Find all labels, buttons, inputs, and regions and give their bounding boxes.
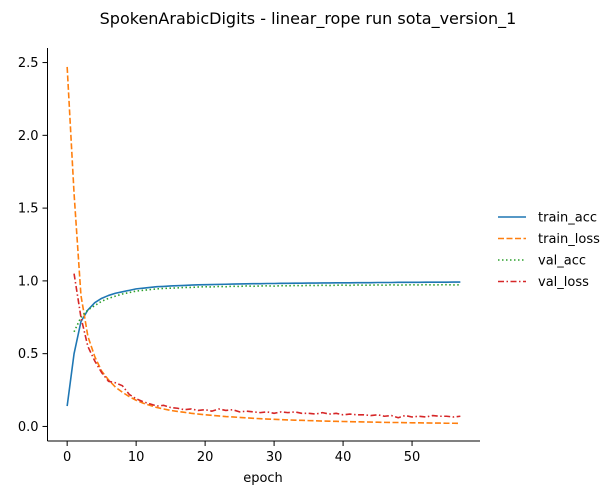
legend-label: train_acc	[538, 211, 597, 226]
series-line-val-acc	[73, 283, 461, 333]
y-tick-label: 0.0	[18, 420, 39, 435]
y-tick-label: 1.5	[18, 202, 39, 217]
legend-label: val_loss	[538, 275, 589, 290]
series-line-train-loss	[66, 66, 461, 425]
x-tick-label: 20	[197, 450, 214, 465]
x-tick-label: 40	[335, 450, 352, 465]
y-axis-ticks: 0.0 0.5 1.0 1.5 2.0 2.5	[18, 56, 48, 435]
x-axis-ticks: 0 10 20 30 40 50	[63, 441, 420, 465]
y-tick-label: 1.0	[18, 274, 39, 289]
series-line-val-loss	[73, 273, 461, 419]
y-tick-label: 2.0	[18, 129, 39, 144]
x-tick-label: 0	[63, 450, 71, 465]
series-line-train-acc	[66, 281, 461, 407]
legend: train_acc train_loss val_acc val_loss	[498, 211, 600, 290]
x-tick-label: 30	[266, 450, 283, 465]
x-tick-label: 50	[404, 450, 421, 465]
legend-label: train_loss	[538, 232, 600, 247]
x-tick-label: 10	[128, 450, 145, 465]
y-tick-label: 2.5	[18, 56, 39, 71]
chart-title: SpokenArabicDigits - linear_rope run sot…	[100, 9, 517, 29]
plot-area	[66, 66, 461, 425]
x-axis-title: epoch	[243, 471, 283, 486]
legend-label: val_acc	[538, 254, 586, 269]
y-tick-label: 0.5	[18, 347, 39, 362]
